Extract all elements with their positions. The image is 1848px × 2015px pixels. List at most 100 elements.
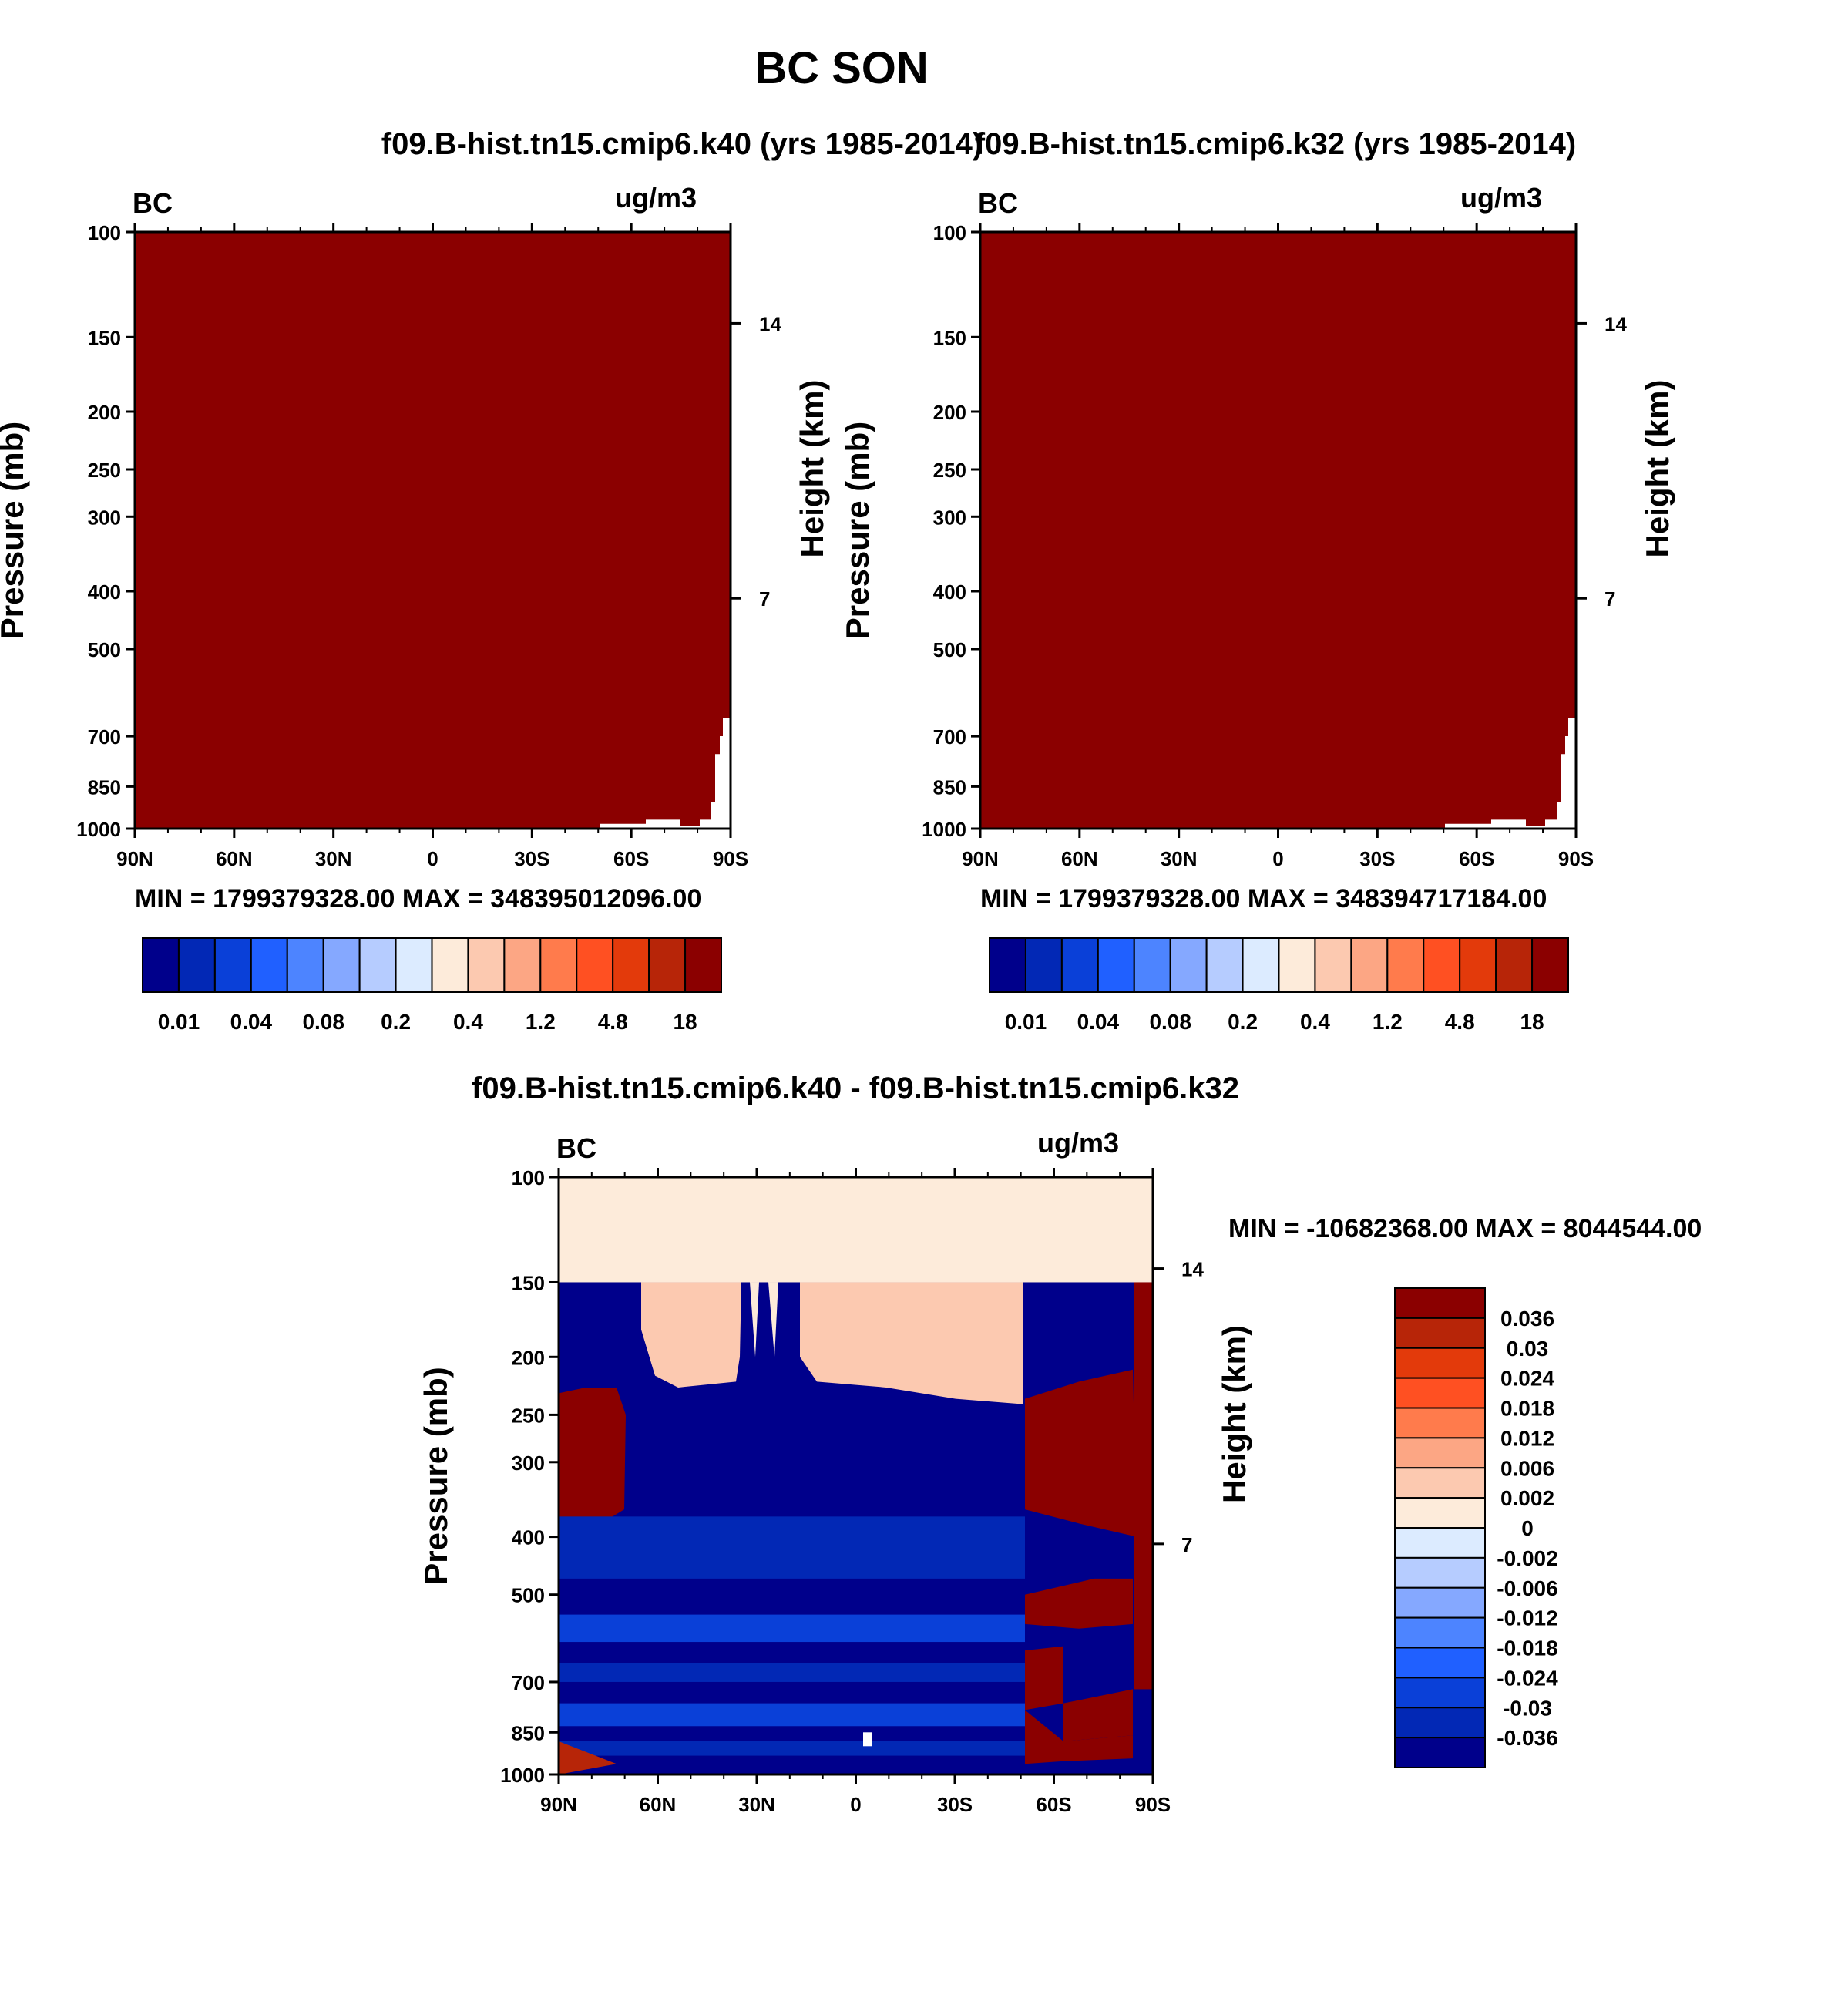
- colorbar-label: 0.012: [1500, 1426, 1554, 1450]
- min-max-stats: MIN = 1799379328.00 MAX = 348394717184.0…: [980, 884, 1547, 913]
- colorbar-label: -0.036: [1497, 1726, 1557, 1750]
- x-tick-label: 60S: [1459, 847, 1494, 870]
- y-tick-label: 700: [512, 1671, 545, 1694]
- colorbar-label: 0.4: [1300, 1010, 1330, 1034]
- y-axis-label: Pressure (mb): [839, 422, 875, 639]
- y-tick-label: 300: [88, 506, 121, 529]
- x-tick-label: 90S: [1135, 1793, 1171, 1816]
- missing-data-region: [600, 718, 731, 829]
- y-tick-label: 250: [88, 459, 121, 482]
- y-tick-label: 200: [88, 401, 121, 424]
- y-tick-label: 850: [88, 775, 121, 799]
- missing-data-region: [1445, 718, 1576, 829]
- colorbar-label: 0.006: [1500, 1456, 1554, 1480]
- colorbar-box: [503, 937, 542, 993]
- y-tick-label: 1000: [500, 1764, 545, 1787]
- y-tick-label: 300: [933, 506, 966, 529]
- negative-band: [559, 1663, 1025, 1682]
- x-tick-label: 0: [427, 847, 438, 870]
- colorbar-box: [467, 937, 506, 993]
- field-fill: [135, 232, 731, 829]
- negative-band: [559, 1741, 1025, 1756]
- colorbar-box: [395, 937, 433, 993]
- y-axis-label: Pressure (mb): [418, 1367, 454, 1584]
- x-tick-label: 90S: [1558, 847, 1594, 870]
- colorbar-label: -0.03: [1503, 1696, 1552, 1720]
- plot-area: [559, 1177, 1153, 1774]
- colorbar-box: [1394, 1287, 1486, 1319]
- y-tick-label: 250: [933, 459, 966, 482]
- colorbar-label: 0.01: [158, 1010, 200, 1034]
- colorbar-box: [1394, 1647, 1486, 1679]
- y-tick-label: 1000: [76, 818, 121, 841]
- positive-region: [1063, 1689, 1133, 1741]
- min-max-stats: MIN = 1799379328.00 MAX = 348395012096.0…: [135, 884, 701, 913]
- figure-title: BC SON: [754, 43, 929, 93]
- panel-2: f09.B-hist.tn15.cmip6.k32 (yrs 1985-2014…: [839, 127, 1675, 1034]
- colorbar-box: [1060, 937, 1099, 993]
- colorbar-label: 0.03: [1507, 1337, 1549, 1361]
- y-tick-label: 400: [88, 580, 121, 604]
- positive-region: [1025, 1578, 1133, 1629]
- x-tick-label: 60S: [1036, 1793, 1071, 1816]
- colorbar-box: [1169, 937, 1208, 993]
- negative-band: [559, 1516, 1025, 1579]
- colorbar-box: [1394, 1437, 1486, 1469]
- colorbar-box: [1386, 937, 1425, 993]
- colorbar-box: [1394, 1407, 1486, 1439]
- y-tick-label: 500: [512, 1584, 545, 1607]
- colorbar-label: 0.2: [381, 1010, 411, 1034]
- negative-band: [559, 1703, 1025, 1727]
- colorbar-label: -0.006: [1497, 1576, 1557, 1600]
- colorbar-label: -0.018: [1497, 1637, 1557, 1660]
- units-label: ug/m3: [1037, 1127, 1119, 1159]
- panel-title: f09.B-hist.tn15.cmip6.k40 - f09.B-hist.t…: [472, 1071, 1239, 1105]
- colorbar-box: [1394, 1347, 1486, 1379]
- y-tick-label: 300: [512, 1452, 545, 1475]
- panel-1: f09.B-hist.tn15.cmip6.k40 (yrs 1985-2014…: [0, 127, 983, 1034]
- y-tick-label: 500: [933, 638, 966, 661]
- colorbar-box: [213, 937, 252, 993]
- colorbar-label: 0.04: [1077, 1010, 1120, 1034]
- colorbar-box: [1394, 1737, 1486, 1768]
- y-tick-label: 150: [933, 326, 966, 349]
- panel-3: f09.B-hist.tn15.cmip6.k40 - f09.B-hist.t…: [418, 1071, 1702, 1816]
- colorbar-box: [648, 937, 687, 993]
- positive-region: [559, 1741, 617, 1774]
- min-max-stats: MIN = -10682368.00 MAX = 8044544.00: [1228, 1214, 1702, 1243]
- colorbar-box: [250, 937, 288, 993]
- panel-title: f09.B-hist.tn15.cmip6.k32 (yrs 1985-2014…: [975, 127, 1576, 161]
- colorbar-box: [431, 937, 469, 993]
- units-label: ug/m3: [615, 182, 697, 214]
- negative-band: [559, 1614, 1025, 1643]
- colorbar-label: 4.8: [598, 1010, 628, 1034]
- colorbar-box: [1394, 1616, 1486, 1649]
- positive-region: [559, 1387, 626, 1524]
- x-tick-label: 0: [850, 1793, 861, 1816]
- y-tick-label: 250: [512, 1404, 545, 1427]
- y-right-tick-label: 7: [1181, 1533, 1192, 1556]
- colorbar-label: 0.018: [1500, 1397, 1554, 1421]
- y-right-tick-label: 14: [1604, 312, 1627, 335]
- colorbar-label: 0.2: [1228, 1010, 1258, 1034]
- x-tick-label: 30N: [738, 1793, 775, 1816]
- x-tick-label: 30S: [1359, 847, 1395, 870]
- positive-region: [1025, 1369, 1137, 1537]
- positive-region: [768, 1282, 778, 1357]
- colorbar-box: [358, 937, 397, 993]
- colorbar-box: [286, 937, 324, 993]
- colorbar-box: [1531, 937, 1569, 993]
- x-tick-label: 30S: [514, 847, 549, 870]
- colorbar-box: [1350, 937, 1389, 993]
- colorbar-label: 0.036: [1500, 1307, 1554, 1330]
- colorbar-label: 0.01: [1005, 1010, 1047, 1034]
- x-tick-label: 90N: [540, 1793, 577, 1816]
- colorbar-box: [142, 937, 180, 993]
- colorbar-box: [989, 937, 1026, 993]
- y-tick-label: 400: [933, 580, 966, 604]
- y-right-tick-label: 7: [1604, 587, 1615, 611]
- y-tick-label: 500: [88, 638, 121, 661]
- colorbar-label: -0.002: [1497, 1546, 1557, 1570]
- colorbar-label: 0.08: [302, 1010, 344, 1034]
